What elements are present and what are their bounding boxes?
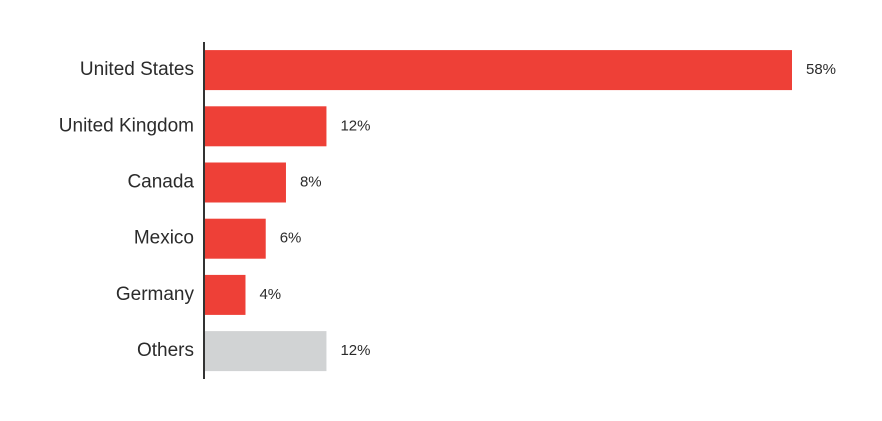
category-label: United States xyxy=(80,59,194,80)
category-label: United Kingdom xyxy=(59,115,194,136)
value-label: 4% xyxy=(259,286,281,303)
category-label: Others xyxy=(137,340,194,361)
value-label: 6% xyxy=(280,230,302,247)
bar xyxy=(205,218,266,259)
bar xyxy=(205,162,286,203)
value-label: 8% xyxy=(300,173,322,190)
bar xyxy=(205,50,792,91)
category-label: Mexico xyxy=(134,228,194,249)
value-label: 12% xyxy=(340,342,370,359)
category-label: Canada xyxy=(127,172,194,193)
category-label: Germany xyxy=(116,284,195,305)
value-label: 12% xyxy=(340,117,370,134)
bar xyxy=(205,106,327,147)
bar xyxy=(205,274,246,315)
value-label: 58% xyxy=(806,61,836,78)
bar xyxy=(205,331,327,372)
